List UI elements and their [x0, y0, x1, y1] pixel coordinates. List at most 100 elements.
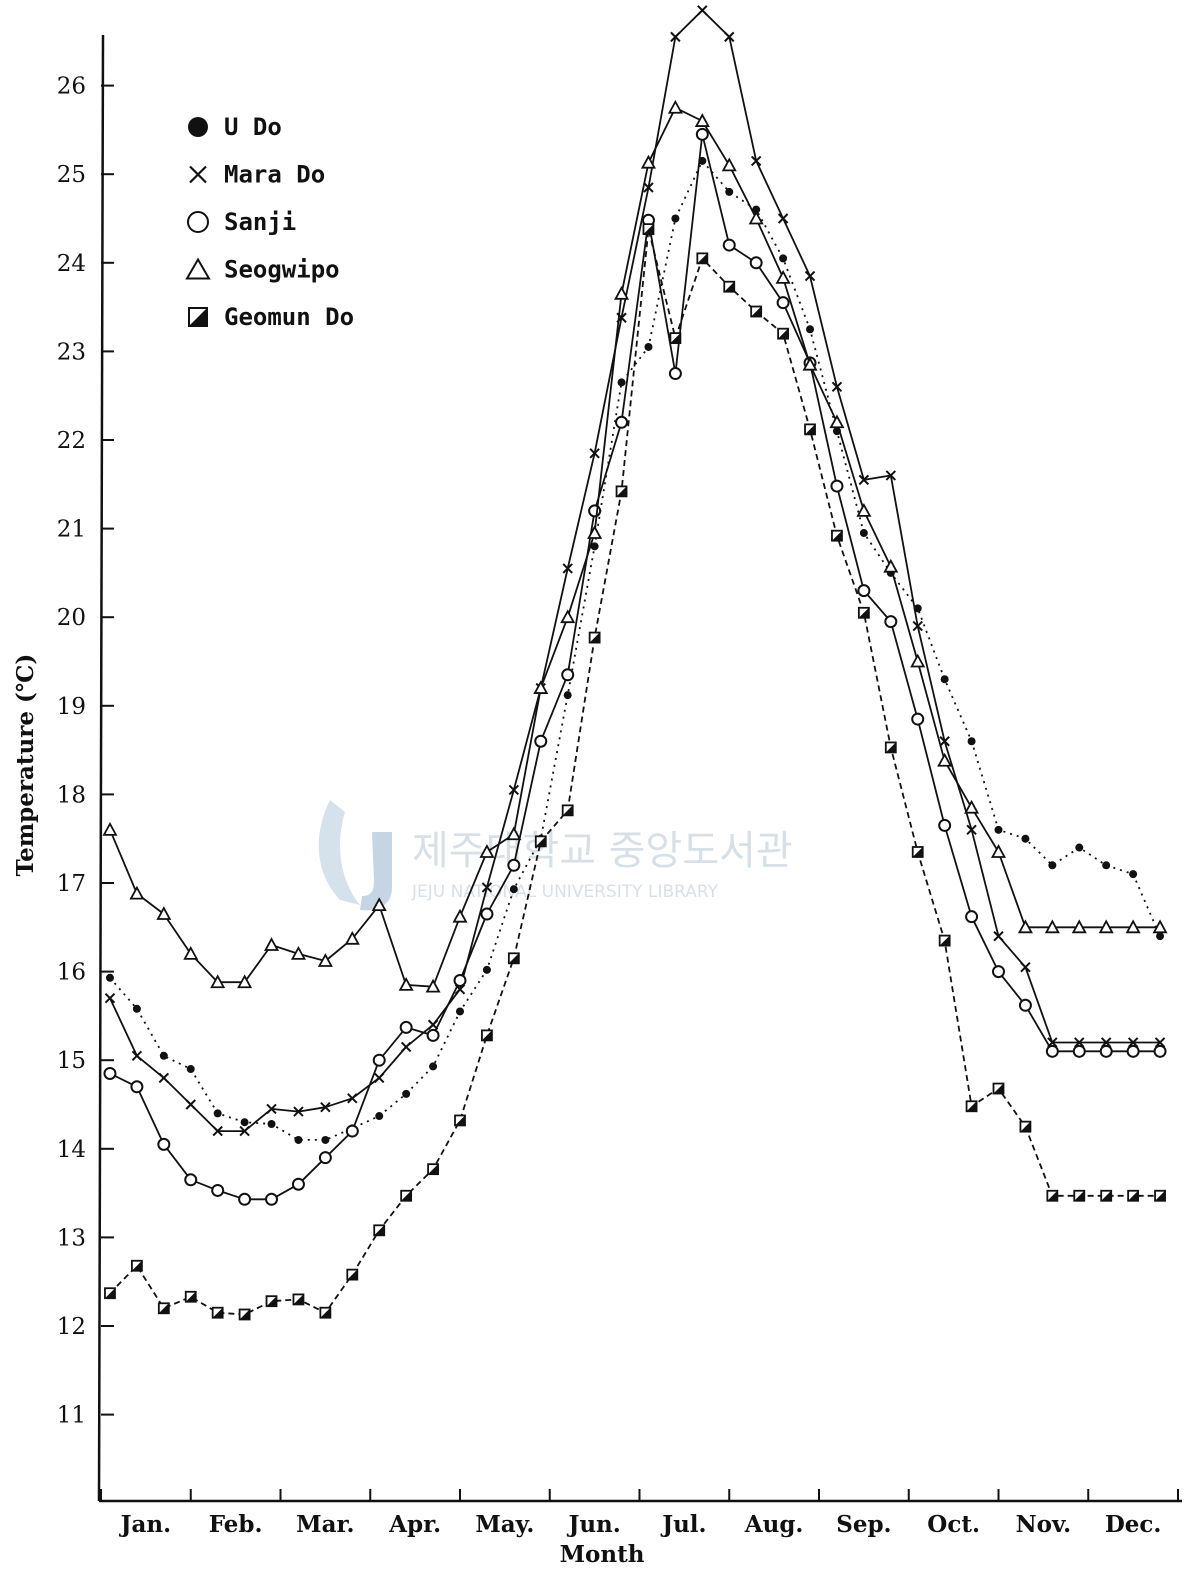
sanji-point [749, 256, 763, 270]
watermark-english-text: JEJU NATIONAL UNIVERSITY LIBRARY [411, 882, 719, 902]
y-tick-label: 25 [57, 162, 86, 188]
seogwipo-point [371, 897, 387, 912]
mara-do-point [400, 1041, 412, 1053]
sanji-point [184, 1173, 198, 1187]
sanji-point [668, 367, 682, 381]
x-tick-label: Sep. [836, 1511, 891, 1538]
square-marker-fill [455, 1115, 465, 1126]
legend-marker-seogwipo [185, 257, 211, 280]
square-marker-fill [1047, 1190, 1058, 1201]
sanji-point [318, 1151, 332, 1165]
sanji-point [776, 296, 790, 310]
sanji-point [992, 965, 1005, 979]
square-marker-fill [643, 224, 654, 235]
square-marker-fill [481, 1030, 492, 1041]
square-marker-fill [320, 1307, 331, 1318]
mara-do-point [966, 824, 977, 836]
u-do-point [806, 325, 815, 334]
mara-do-point [131, 1050, 143, 1061]
seogwipo-point [748, 210, 764, 225]
sanji-point [238, 1192, 252, 1206]
sanji-point [884, 615, 898, 629]
series-geomun-do [104, 223, 1166, 1321]
seogwipo-point [990, 844, 1007, 858]
mara-do-point [1154, 1037, 1166, 1048]
square-marker-fill [751, 306, 762, 317]
u-do-point [1156, 932, 1165, 941]
square-marker-fill [1101, 1190, 1112, 1201]
x-tick-label: Feb. [209, 1511, 263, 1538]
square-marker-fill [993, 1083, 1004, 1094]
mara-do-point [831, 381, 843, 393]
watermark: 제주대학교 중앙도서관 JEJU NATIONAL UNIVERSITY LIB… [318, 800, 793, 911]
sanji-point [103, 1066, 117, 1080]
seogwipo-point [1152, 919, 1168, 934]
seogwipo-point [560, 609, 576, 624]
legend-label-u-do: U Do [224, 113, 282, 141]
sanji-point [911, 712, 925, 726]
sanji-point [830, 479, 844, 493]
legend-label-sanji: Sanji [224, 208, 296, 236]
sanji-point [291, 1177, 305, 1191]
mara-do-point [293, 1106, 304, 1117]
x-tick-label: Aug. [744, 1511, 804, 1538]
sanji-point [157, 1137, 171, 1151]
mara-do-point [1020, 961, 1031, 973]
seogwipo-point [802, 356, 818, 371]
geomun-do-point [1100, 1189, 1113, 1202]
mara-do-point [212, 1125, 223, 1137]
u-do-point [1021, 834, 1030, 843]
u-do-point [240, 1118, 249, 1127]
geomun-do-point [992, 1082, 1005, 1095]
u-do-point [509, 885, 518, 894]
geomun-do-point [911, 846, 924, 858]
geomun-do-point [750, 305, 763, 318]
sanji-point [722, 238, 736, 252]
u-do-point [402, 1089, 411, 1098]
geomun-do-point [857, 606, 870, 619]
u-do-point [1075, 843, 1084, 852]
seogwipo-point [237, 974, 253, 989]
geomun-do-point [265, 1295, 278, 1308]
mara-do-point [804, 270, 816, 282]
seogwipo-point [1044, 919, 1060, 934]
sanji-point [857, 584, 871, 598]
seogwipo-point [425, 978, 441, 993]
u-do-point [563, 691, 572, 700]
seogwipo-point [479, 844, 495, 858]
mara-do-point [589, 448, 600, 459]
geomun-do-point [507, 952, 520, 965]
u-do-point [1102, 861, 1111, 870]
legend-item-seogwipo: Seogwipo [185, 256, 340, 284]
geomun-do-point [588, 631, 601, 644]
series-seogwipo [102, 99, 1168, 993]
legend-filled-circle-icon [188, 117, 208, 137]
square-marker-fill [912, 846, 923, 857]
x-tick-label: Jan. [119, 1511, 172, 1538]
sanji-point [130, 1080, 144, 1094]
y-axis-title: Temperature (℃) [12, 654, 39, 877]
seogwipo-point [1125, 919, 1141, 934]
square-marker-fill [1074, 1190, 1085, 1201]
mara-do-point [993, 930, 1004, 942]
mara-do-point [912, 620, 923, 632]
seogwipo-point [667, 99, 683, 114]
y-tick-label: 22 [57, 428, 86, 454]
seogwipo-point [910, 653, 926, 668]
square-marker-fill [1020, 1121, 1031, 1132]
square-marker-fill [697, 253, 708, 264]
mara-do-point [185, 1099, 196, 1110]
legend-item-geomun-do: Geomun Do [188, 303, 354, 331]
seogwipo-point [533, 680, 549, 694]
series-mara-do [104, 5, 1166, 1137]
sanji-point [615, 415, 629, 429]
sanji-point [426, 1028, 440, 1042]
seogwipo-point [937, 752, 953, 767]
geomun-do-point [346, 1268, 359, 1281]
square-marker-fill [374, 1225, 385, 1236]
watermark-logo [318, 800, 392, 911]
mara-do-point [643, 182, 654, 193]
mara-do-point [777, 213, 789, 224]
x-tick-label: May. [475, 1511, 534, 1538]
